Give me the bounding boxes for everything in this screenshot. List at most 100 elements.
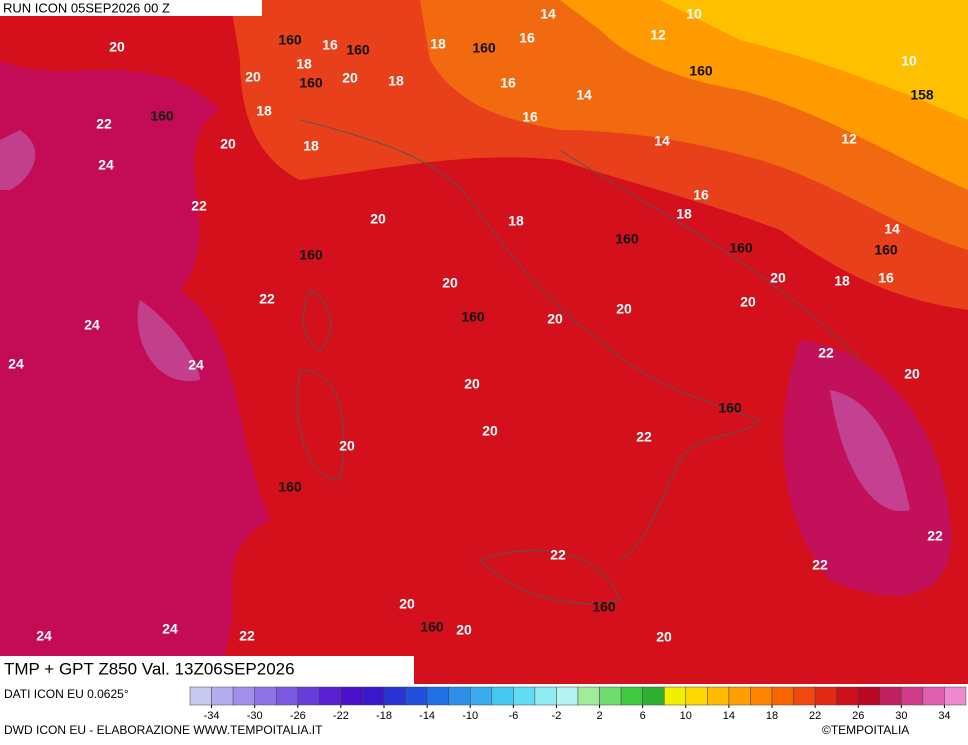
credit-label: DWD ICON EU - ELABORAZIONE WWW.TEMPOITAL… <box>4 723 323 737</box>
legend-swatch <box>340 686 363 706</box>
legend-tick-label: -34 <box>204 710 220 722</box>
legend-tick-label: 18 <box>766 710 778 722</box>
warm-region <box>0 60 270 684</box>
legend-tick-label: -2 <box>552 710 562 722</box>
isotherm-label: 20 <box>616 301 632 317</box>
isotherm-label: 24 <box>36 628 52 644</box>
legend-swatch <box>901 686 924 706</box>
isotherm-label: 12 <box>841 131 857 147</box>
isotherm-label: 22 <box>818 345 834 361</box>
legend-tick-label: 14 <box>723 710 735 722</box>
isotherm-label: 18 <box>296 56 312 72</box>
isotherm-label: 12 <box>650 27 666 43</box>
isotherm-label: 22 <box>96 116 112 132</box>
geopotential-label: 160 <box>615 231 639 247</box>
legend-tick-label: 34 <box>938 710 950 722</box>
isotherm-label: 24 <box>84 317 100 333</box>
isotherm-label: 20 <box>770 270 786 286</box>
cold-region <box>660 0 968 120</box>
legend-tick-label: -22 <box>333 710 349 722</box>
legend-swatch <box>771 686 794 706</box>
legend-swatch <box>383 686 406 706</box>
legend-swatch <box>211 686 234 706</box>
isotherm-label: 24 <box>98 157 114 173</box>
isotherm-label: 20 <box>740 294 756 310</box>
legend-swatch <box>728 686 751 706</box>
legend-tick-label: -30 <box>247 710 263 722</box>
legend-swatch <box>469 686 493 706</box>
hot-spot <box>830 390 910 512</box>
legend-tick-label: -26 <box>290 710 306 722</box>
geopotential-label: 160 <box>346 42 370 58</box>
legend-tick-label: -18 <box>376 710 392 722</box>
legend-swatch <box>534 686 557 706</box>
legend-tick-label: -14 <box>419 710 435 722</box>
legend-swatch <box>663 686 687 706</box>
legend-tick-label: 6 <box>640 710 646 722</box>
isotherm-label: 20 <box>547 311 563 327</box>
legend-tick-label: 30 <box>895 710 907 722</box>
legend-swatch <box>362 686 385 706</box>
legend-swatch <box>793 686 816 706</box>
legend-swatch <box>426 686 449 706</box>
isotherm-label: 20 <box>464 376 480 392</box>
legend-swatch <box>642 686 665 706</box>
isotherm-label: 20 <box>339 438 355 454</box>
legend-swatch <box>879 686 902 706</box>
isotherm-label: 24 <box>162 621 178 637</box>
source-label: DATI ICON EU 0.0625° <box>4 687 129 701</box>
isotherm-label: 16 <box>322 37 338 53</box>
isotherm-label: 22 <box>550 547 566 563</box>
isotherm-label: 16 <box>500 75 516 91</box>
legend-swatch <box>750 686 773 706</box>
isotherm-label: 22 <box>927 528 943 544</box>
hot-spot <box>0 130 200 382</box>
isotherm-label: 22 <box>191 198 207 214</box>
legend-swatch <box>814 686 837 706</box>
geopotential-label: 160 <box>299 75 323 91</box>
legend-swatch <box>491 686 514 706</box>
isotherm-label: 20 <box>220 136 236 152</box>
geopotential-label: 160 <box>689 63 713 79</box>
product-box <box>0 656 414 684</box>
isotherm-label: 16 <box>519 30 535 46</box>
geopotential-label: 160 <box>461 309 485 325</box>
isotherm-label: 24 <box>188 357 204 373</box>
isotherm-label: 20 <box>370 211 386 227</box>
legend-swatch <box>297 686 320 706</box>
coastlines <box>296 119 861 605</box>
isotherm-label: 18 <box>834 273 850 289</box>
isotherm-label: 24 <box>8 356 24 372</box>
header-box <box>0 0 262 16</box>
legend-swatch <box>448 686 471 706</box>
isotherm-label: 20 <box>656 629 672 645</box>
isotherm-label: 18 <box>256 103 272 119</box>
geopotential-label: 160 <box>874 242 898 258</box>
isotherm-label: 14 <box>540 6 556 22</box>
isotherm-label: 20 <box>245 69 261 85</box>
isotherm-label: 20 <box>482 423 498 439</box>
isotherm-label: 20 <box>109 39 125 55</box>
legend-swatch <box>232 686 255 706</box>
isotherm-label: 18 <box>303 138 319 154</box>
isotherm-label: 14 <box>654 133 670 149</box>
legend-swatch <box>620 686 643 706</box>
isotherm-label: 18 <box>388 73 404 89</box>
isotherm-label: 22 <box>812 557 828 573</box>
isotherm-label: 20 <box>399 596 415 612</box>
isotherm-label: 16 <box>693 187 709 203</box>
product-label: TMP + GPT Z850 Val. 13Z06SEP2026 <box>4 659 295 678</box>
geopotential-label: 160 <box>278 32 302 48</box>
isotherm-label: 22 <box>239 628 255 644</box>
legend-swatch <box>944 686 967 706</box>
legend-swatch <box>922 686 945 706</box>
isotherm-label: 16 <box>878 270 894 286</box>
isotherm-label: 20 <box>442 275 458 291</box>
legend-swatch <box>577 686 600 706</box>
legend-swatch <box>254 686 277 706</box>
geopotential-label: 160 <box>718 400 742 416</box>
isotherm-label: 14 <box>576 87 592 103</box>
legend-swatch <box>599 686 622 706</box>
geopotential-label: 160 <box>472 40 496 56</box>
